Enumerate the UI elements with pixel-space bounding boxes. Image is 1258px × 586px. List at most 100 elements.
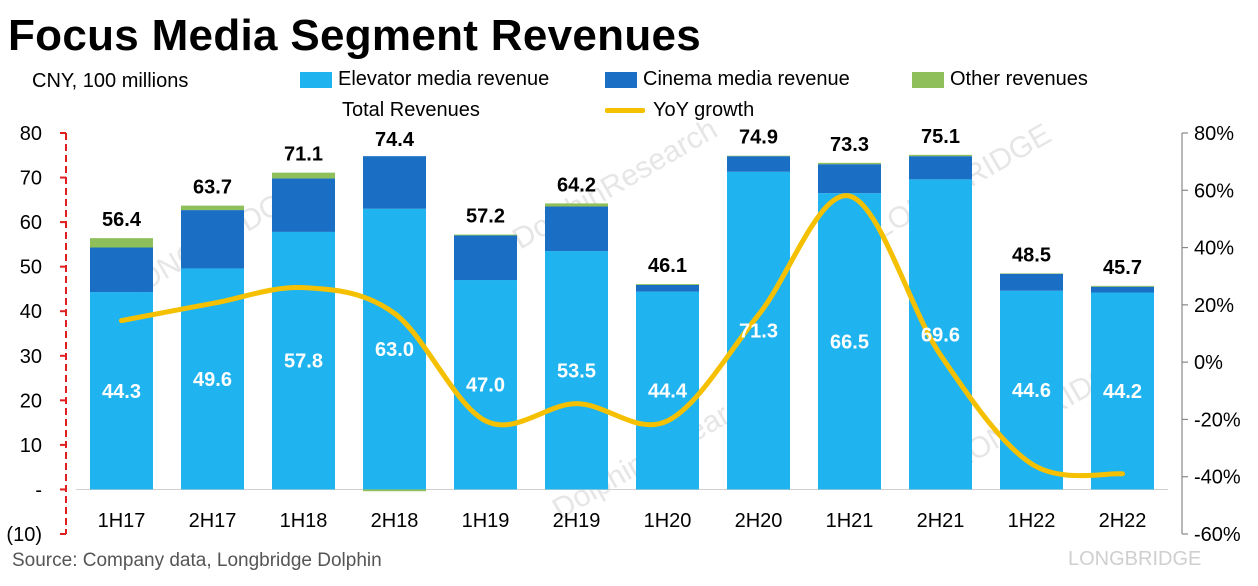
left-axis-tick-label: 60 [20,212,42,234]
elevator-value-label: 63.0 [375,339,414,361]
x-tick-label: 2H19 [553,510,601,532]
bar-cinema [727,156,790,172]
line-layer [119,193,1125,479]
total-value-label: 46.1 [648,255,687,277]
elevator-value-label: 44.4 [648,381,688,403]
legend-other: Other revenues [912,68,1088,91]
legend-yoy: YoY growth [605,99,754,122]
total-value-label: 56.4 [102,209,142,231]
x-tick-label: 2H17 [189,510,237,532]
left-axis-tick-label: 20 [20,390,42,412]
bar-elevator [1000,290,1063,490]
legend-total: Total Revenues [342,99,480,122]
bar-elevator [636,291,699,490]
total-value-label: 73.3 [830,134,869,156]
bar-other [272,172,335,179]
x-tick-label: 1H19 [462,510,510,532]
label-layer: 1H17 44.3 56.4 2H17 49.6 63.7 1H18 57.8 71.1 2H18… [98,126,1147,532]
left-axis-tick-label: 30 [20,346,42,368]
left-axis-tick-label: 10 [20,435,42,457]
bar-other [181,205,244,211]
x-tick-label: 1H18 [280,510,328,532]
elevator-value-label: 57.8 [284,351,323,373]
total-value-label: 74.9 [739,127,778,149]
bar-elevator [727,171,790,490]
bar-other [90,238,153,248]
elevator-value-label: 71.3 [739,321,778,343]
total-value-label: 74.4 [375,129,415,151]
bar-other [636,284,699,285]
x-tick-label: 1H22 [1008,510,1056,532]
bar-elevator [818,193,881,490]
right-axis-tick-label: 40% [1194,238,1234,260]
legend-elevator: Elevator media revenue [300,68,549,91]
right-axis-tick-label: -60% [1194,524,1241,546]
right-axis-tick-label: 0% [1194,352,1223,374]
bar-cinema [545,206,608,252]
bar-layer [90,154,1154,492]
bar-cinema [272,178,335,232]
elevator-value-label: 66.5 [830,331,869,353]
legend-yoy-swatch [605,108,645,113]
x-tick-label: 1H21 [826,510,874,532]
watermark-text: DolphinResearch [507,112,723,256]
elevator-value-label: 53.5 [557,360,596,382]
bar-other [1000,273,1063,274]
bar-cinema [181,210,244,269]
bar-elevator [90,292,153,490]
elevator-value-label: 44.6 [1012,380,1051,402]
bar-cinema [90,247,153,293]
bar-cinema [909,156,972,180]
bar-other [363,489,426,492]
left-axis-tick-label: (10) [6,524,42,546]
legend-other-label: Other revenues [950,68,1088,90]
left-axis-tick-label: 40 [20,301,42,323]
legend-elevator-label: Elevator media revenue [338,68,550,90]
total-value-label: 57.2 [466,206,505,228]
x-tick-label: 2H20 [735,510,783,532]
chart-title: Focus Media Segment Revenues [8,11,702,60]
bar-other [909,154,972,157]
bar-elevator [1091,292,1154,490]
total-value-label: 64.2 [557,174,596,196]
unit-label: CNY, 100 millions [32,70,189,92]
right-axis-tick-label: 80% [1194,123,1234,145]
elevator-value-label: 44.2 [1103,381,1142,403]
left-axis-tick-label: 80 [20,123,42,145]
legend-yoy-label: YoY growth [653,99,755,121]
legend-elevator-swatch [300,71,332,88]
legend-cinema-label: Cinema media revenue [643,68,850,90]
left-axis-tick-label: 70 [20,168,42,190]
bar-cinema [363,156,426,209]
elevator-value-label: 49.6 [193,369,232,391]
axis-layer: (10) - 10 20 30 40 50 60 70 80 -60% -40% -20% 0% 20% 40… [6,123,1240,546]
bar-other [818,162,881,165]
x-tick-label: 2H22 [1099,510,1147,532]
legend-total-label: Total Revenues [342,99,480,121]
bar-cinema [454,235,517,281]
bar-elevator [454,280,517,490]
right-axis-tick-label: -20% [1194,409,1241,431]
bar-elevator [272,231,335,490]
bar-other [454,234,517,236]
bar-cinema [1091,286,1154,293]
bar-other [545,203,608,207]
left-axis-tick-label: 50 [20,257,42,279]
bar-elevator [909,179,972,490]
total-value-label: 48.5 [1012,244,1051,266]
bar-other [1091,285,1154,287]
total-value-label: 75.1 [921,126,960,148]
bar-elevator [545,251,608,490]
legend-cinema: Cinema media revenue [605,68,850,91]
elevator-value-label: 44.3 [102,381,141,403]
x-tick-label: 1H17 [98,510,146,532]
right-axis-tick-label: 60% [1194,180,1234,202]
bar-cinema [636,284,699,292]
left-axis-tick-label: - [35,479,42,501]
total-value-label: 71.1 [284,144,323,166]
x-tick-label: 2H21 [917,510,965,532]
right-axis-tick-label: -40% [1194,467,1241,489]
bar-elevator [363,208,426,490]
bar-other [727,155,790,157]
